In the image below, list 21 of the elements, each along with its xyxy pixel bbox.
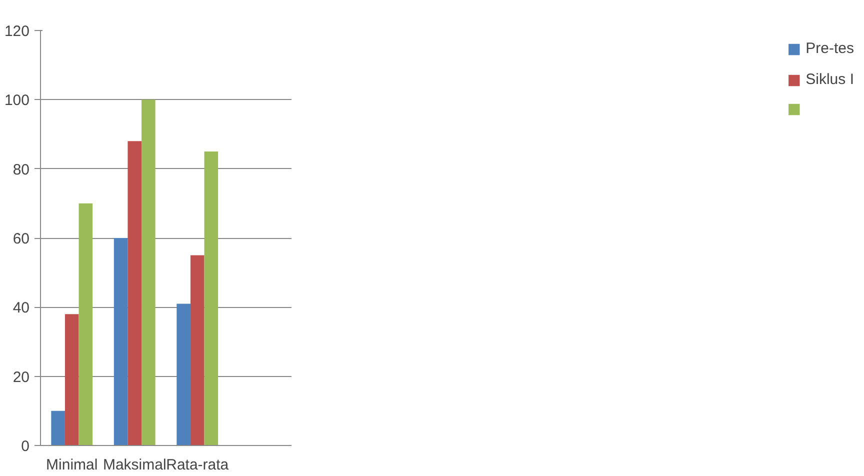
bar: [176, 304, 190, 446]
x-tick-label: Minimal: [46, 456, 98, 474]
y-tick-label: 80: [12, 161, 30, 178]
y-tick-label: 40: [12, 300, 30, 317]
bar: [114, 238, 128, 446]
bar: [190, 255, 204, 446]
x-tick-label: Rata-rata: [166, 456, 230, 474]
bar: [128, 141, 142, 446]
y-tick-label: 0: [21, 438, 30, 455]
legend-label: Pre-tes: [806, 40, 854, 57]
legend-label: Siklus I: [806, 71, 854, 88]
y-tick-label: 20: [12, 368, 30, 386]
bar: [204, 152, 218, 446]
bar: [51, 410, 65, 446]
bar: [78, 203, 93, 446]
bar: [142, 100, 156, 446]
bar: [64, 314, 79, 446]
x-tick-label: Maksimal: [102, 456, 166, 474]
y-tick-label: 120: [4, 23, 30, 40]
y-tick-label: 60: [12, 230, 30, 248]
y-tick-label: 100: [4, 92, 30, 110]
